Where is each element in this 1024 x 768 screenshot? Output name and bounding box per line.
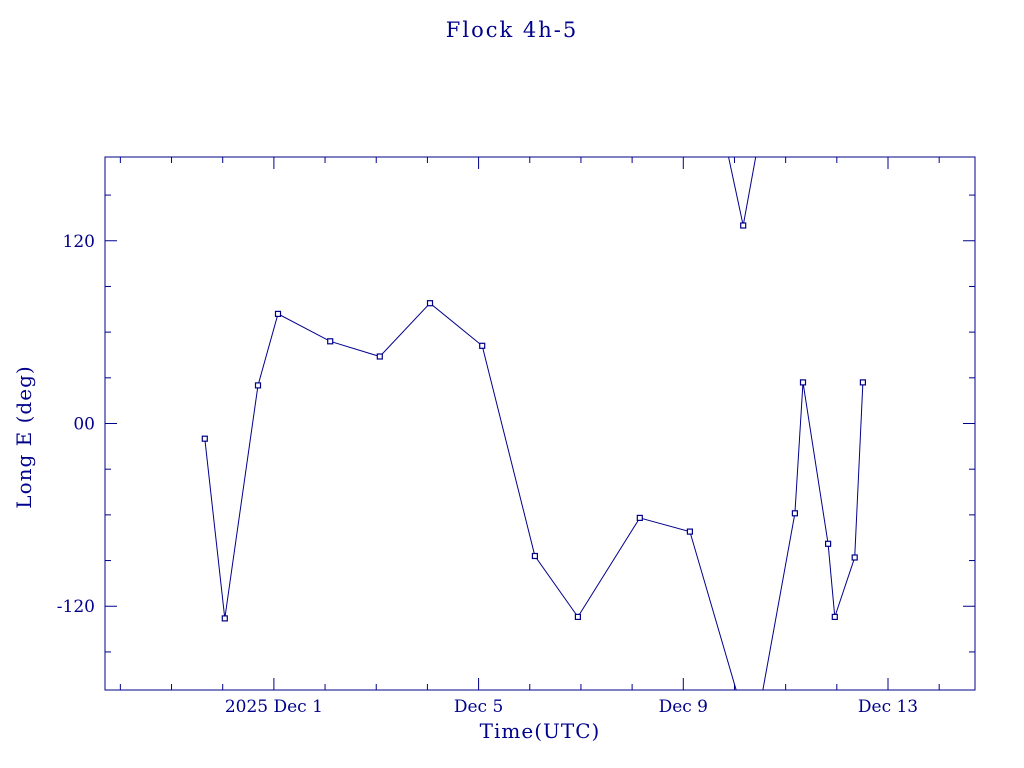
data-point-marker [636,514,643,522]
data-point-marker [531,552,539,560]
data-point-marker [831,613,838,621]
data-point-marker [799,379,807,386]
data-point-marker [426,300,434,307]
data-point-marker [791,510,799,517]
y-tick-label: 120 [63,232,95,252]
plot-frame [104,156,976,691]
data-point-marker [274,310,282,317]
data-point-marker [327,338,334,345]
chart-title: Flock 4h-5 [445,18,579,42]
data-point-marker [824,540,832,547]
data-point-marker [574,613,582,621]
data-point-marker [376,353,383,360]
data-point-marker [859,379,867,386]
series-line [204,302,737,690]
data-point-marker [254,382,262,389]
x-tick-label: Dec 5 [454,697,503,717]
data-point-marker [221,615,228,622]
data-point-marker [686,528,694,535]
data-point-marker [740,222,747,229]
y-tick-label: -120 [57,597,95,617]
data-series [201,157,867,690]
x-axis-label: Time(UTC) [479,719,601,743]
x-tick-label: Dec 9 [659,697,708,717]
x-tick-label: 2025 Dec 1 [225,697,323,717]
data-point-marker [851,554,858,561]
y-tick-label: 00 [73,415,95,435]
data-point-marker [201,435,208,442]
data-point-marker [479,342,486,349]
series-line [728,157,757,226]
x-tick-label: Dec 13 [858,697,918,717]
series-line [762,382,864,690]
